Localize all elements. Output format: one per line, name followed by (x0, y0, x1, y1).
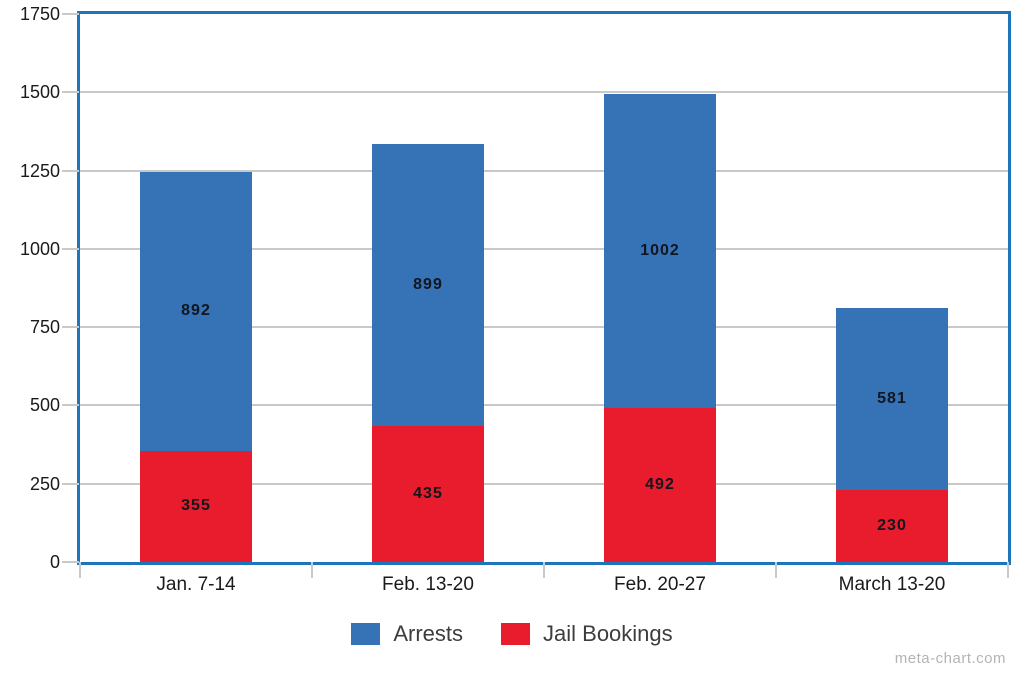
x-tick-label: Jan. 7-14 (156, 574, 236, 595)
y-tick-label: 1500 (19, 82, 60, 103)
x-tick (1007, 562, 1009, 578)
y-tick-label: 1250 (19, 160, 60, 181)
y-tick (62, 326, 79, 329)
bar-value-label: 581 (877, 390, 907, 407)
bar-segment-arrests (604, 94, 716, 408)
gridline (80, 169, 1008, 172)
x-tick (311, 562, 313, 578)
gridline (80, 326, 1008, 329)
legend-swatch-jail-bookings (501, 623, 531, 645)
x-tick (775, 562, 777, 578)
x-tick (79, 562, 81, 578)
y-tick-label: 1000 (19, 238, 60, 259)
bar-segment-jail-bookings (140, 450, 252, 562)
gridline (80, 247, 1008, 250)
legend-label: Arrests (393, 621, 464, 646)
bar-value-label: 435 (413, 484, 443, 502)
bar-segment-arrests (372, 144, 484, 426)
gridline (80, 482, 1008, 485)
bar-value-label: 355 (181, 497, 211, 515)
bar-segment-arrests (836, 308, 948, 490)
legend-label: Jail Bookings (543, 621, 673, 646)
y-tick-label: 250 (29, 473, 60, 494)
legend-item-arrests: Arrests (351, 621, 463, 647)
bar-value-label: 492 (645, 475, 675, 493)
x-tick (543, 562, 545, 578)
x-tick-label: Feb. 13-20 (382, 574, 474, 595)
gridline (80, 404, 1008, 407)
y-tick (62, 482, 79, 485)
bar-segment-jail-bookings (372, 425, 484, 562)
y-tick-label: 0 (49, 552, 60, 572)
plot-area: 355 892 435 899 492 1002 230 581 (80, 14, 1008, 562)
bar-segment-arrests (140, 171, 252, 451)
y-tick (62, 13, 79, 15)
bar-value-label: 892 (181, 302, 211, 320)
bar-segment-jail-bookings (836, 489, 948, 562)
legend-item-jail-bookings: Jail Bookings (501, 621, 673, 647)
gridline (80, 91, 1008, 94)
y-tick (62, 404, 79, 407)
bar-segment-jail-bookings (604, 407, 716, 562)
x-tick-label: March 13-20 (838, 574, 946, 595)
bar-value-label: 899 (413, 276, 443, 294)
y-tick-label: 1750 (19, 4, 60, 24)
bar-value-label: 1002 (640, 242, 680, 260)
watermark: meta-chart.com (894, 650, 1006, 667)
y-tick-label: 750 (29, 317, 60, 338)
y-tick (62, 247, 79, 250)
y-tick (62, 91, 79, 94)
legend-swatch-arrests (351, 623, 381, 645)
y-tick-label: 500 (29, 395, 60, 416)
x-tick-label: Feb. 20-27 (614, 574, 706, 595)
bar-value-label: 230 (877, 516, 907, 534)
y-tick (62, 169, 79, 172)
legend: Arrests Jail Bookings (0, 621, 1024, 647)
y-tick (62, 561, 79, 563)
